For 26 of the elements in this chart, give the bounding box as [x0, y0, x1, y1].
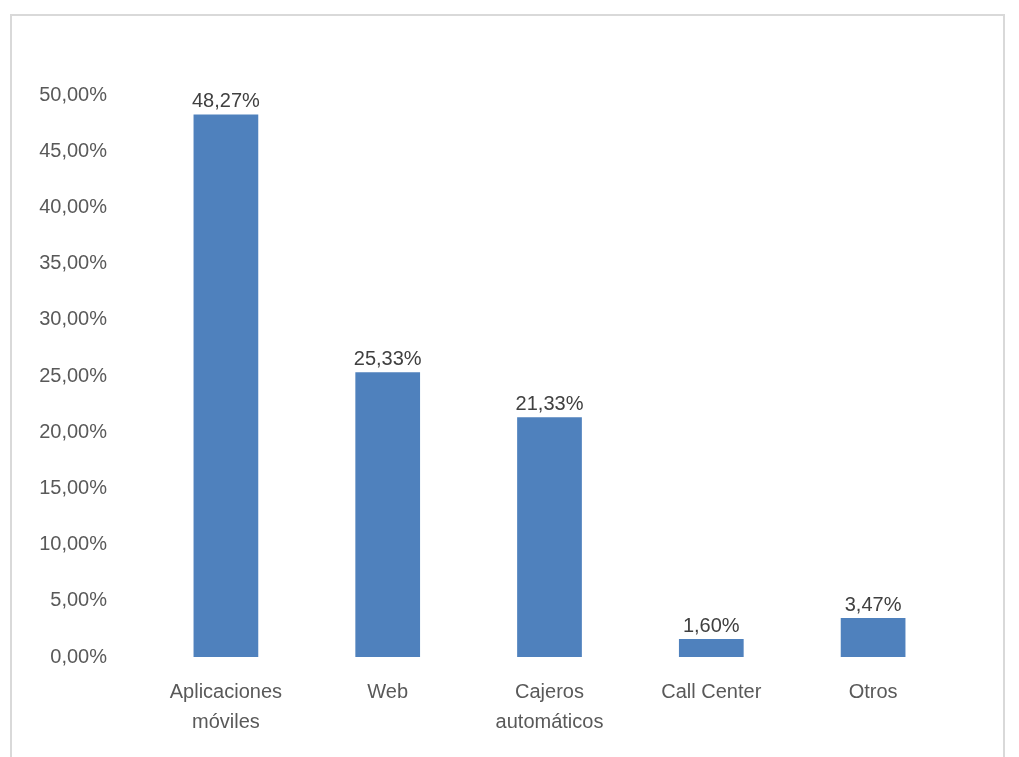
bar — [517, 417, 582, 657]
y-tick-label: 10,00% — [39, 532, 108, 555]
x-tick-label: Aplicaciones móviles — [169, 679, 283, 732]
bar — [355, 372, 421, 657]
y-tick-label: 0,00% — [50, 644, 108, 667]
bar — [840, 618, 906, 657]
x-tick-label: Web — [367, 679, 409, 702]
data-label: 3,47% — [844, 592, 902, 615]
bar — [678, 639, 744, 657]
x-tick-label: Cajeros automáticos — [495, 679, 604, 732]
data-label: 21,33% — [515, 391, 584, 414]
x-tick-label: Call Center — [661, 679, 762, 702]
x-tick-label: Otros — [848, 679, 898, 702]
y-tick-label: 25,00% — [39, 363, 108, 386]
y-tick-label: 35,00% — [39, 251, 108, 274]
y-tick-label: 15,00% — [39, 475, 108, 498]
y-tick-label: 50,00% — [39, 82, 108, 105]
y-tick-label: 20,00% — [39, 419, 108, 442]
bar — [193, 114, 259, 657]
data-label: 1,60% — [682, 613, 740, 636]
data-label: 25,33% — [353, 346, 422, 369]
data-label: 48,27% — [191, 88, 261, 111]
y-tick-label: 45,00% — [39, 138, 108, 161]
y-tick-label: 30,00% — [39, 307, 108, 330]
y-tick-label: 5,00% — [50, 588, 108, 611]
y-tick-label: 40,00% — [39, 194, 108, 217]
